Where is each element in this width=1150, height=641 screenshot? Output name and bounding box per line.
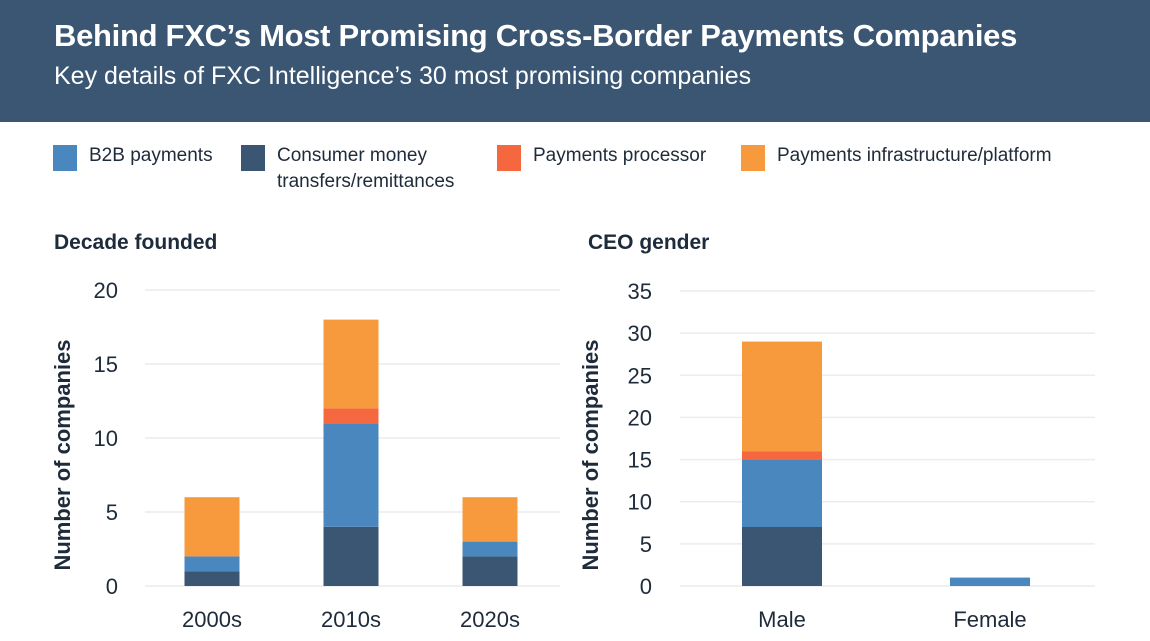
bar-segment-male-b2b-payments (742, 459, 822, 527)
legend-item-b2b: B2B payments (53, 143, 213, 171)
bar-segment-female-b2b-payments (950, 577, 1030, 586)
ceo-gender-ylabel: Number of companies (578, 339, 603, 570)
legend-item-processor: Payments processor (497, 143, 706, 171)
bar-segment-male-payments-processor (742, 451, 822, 460)
y-tick-label: 5 (640, 532, 652, 557)
header-banner: Behind FXC’s Most Promising Cross-Border… (0, 0, 1150, 122)
legend-swatch-consumer (241, 145, 265, 171)
x-category-label: 2020s (460, 607, 520, 632)
ceo-gender-title: CEO gender (588, 231, 709, 254)
chart-legend: B2B payments Consumer money transfers/re… (0, 143, 1150, 203)
bar-segment-2000s-payments-infrastructure-platform (184, 497, 240, 557)
y-tick-label: 10 (628, 490, 652, 515)
y-tick-label: 10 (94, 426, 118, 451)
bar-segment-2010s-payments-processor (323, 408, 379, 424)
bar-segment-2010s-b2b-payments (323, 423, 379, 527)
bar-segment-2000s-consumer-money-transfers-remittances (184, 571, 240, 586)
legend-item-consumer: Consumer money transfers/remittances (241, 143, 454, 195)
page-subtitle: Key details of FXC Intelligence’s 30 mos… (54, 62, 752, 90)
bar-segment-2020s-payments-infrastructure-platform (462, 497, 518, 542)
y-tick-label: 15 (628, 448, 652, 473)
y-tick-label: 30 (628, 321, 652, 346)
x-category-label: 2000s (182, 607, 242, 632)
legend-label-consumer-line1: Consumer money (277, 145, 427, 166)
decade-founded-chart: Decade founded Number of companies 0 5 10 1… (50, 231, 560, 632)
page-title: Behind FXC’s Most Promising Cross-Border… (54, 18, 1018, 53)
y-tick-label: 25 (628, 363, 652, 388)
legend-label-consumer: Consumer money transfers/remittances (277, 143, 454, 195)
legend-swatch-infrastructure (741, 145, 765, 171)
bar-segment-2010s-consumer-money-transfers-remittances (323, 526, 379, 586)
bar-segment-male-payments-infrastructure-platform (742, 341, 822, 452)
y-tick-label: 5 (106, 500, 118, 525)
y-tick-label: 20 (628, 405, 652, 430)
bar-segment-male-consumer-money-transfers-remittances (742, 527, 822, 586)
decade-founded-title: Decade founded (54, 231, 217, 254)
legend-label-processor: Payments processor (533, 145, 707, 166)
x-category-label: Male (758, 607, 806, 632)
legend-item-infrastructure: Payments infrastructure/platform (741, 143, 1052, 171)
y-tick-label: 20 (94, 278, 118, 303)
x-category-label: Female (953, 607, 1026, 632)
y-tick-label: 0 (640, 574, 652, 599)
legend-label-consumer-line2: transfers/remittances (277, 171, 455, 192)
y-tick-label: 15 (94, 352, 118, 377)
x-category-label: 2010s (321, 607, 381, 632)
bar-segment-2020s-b2b-payments (462, 541, 518, 557)
legend-label-b2b: B2B payments (89, 145, 213, 166)
decade-founded-ylabel: Number of companies (50, 339, 75, 570)
y-tick-label: 0 (106, 574, 118, 599)
y-tick-label: 35 (628, 279, 652, 304)
bar-segment-2020s-consumer-money-transfers-remittances (462, 556, 518, 586)
bar-segment-2000s-b2b-payments (184, 556, 240, 572)
legend-swatch-processor (497, 145, 521, 171)
bar-segment-2010s-payments-infrastructure-platform (323, 319, 379, 409)
legend-swatch-b2b (53, 145, 77, 171)
ceo-gender-chart: CEO gender Number of companies 0 5 10 15 20 2… (578, 231, 1095, 632)
legend-label-infrastructure: Payments infrastructure/platform (777, 145, 1052, 166)
